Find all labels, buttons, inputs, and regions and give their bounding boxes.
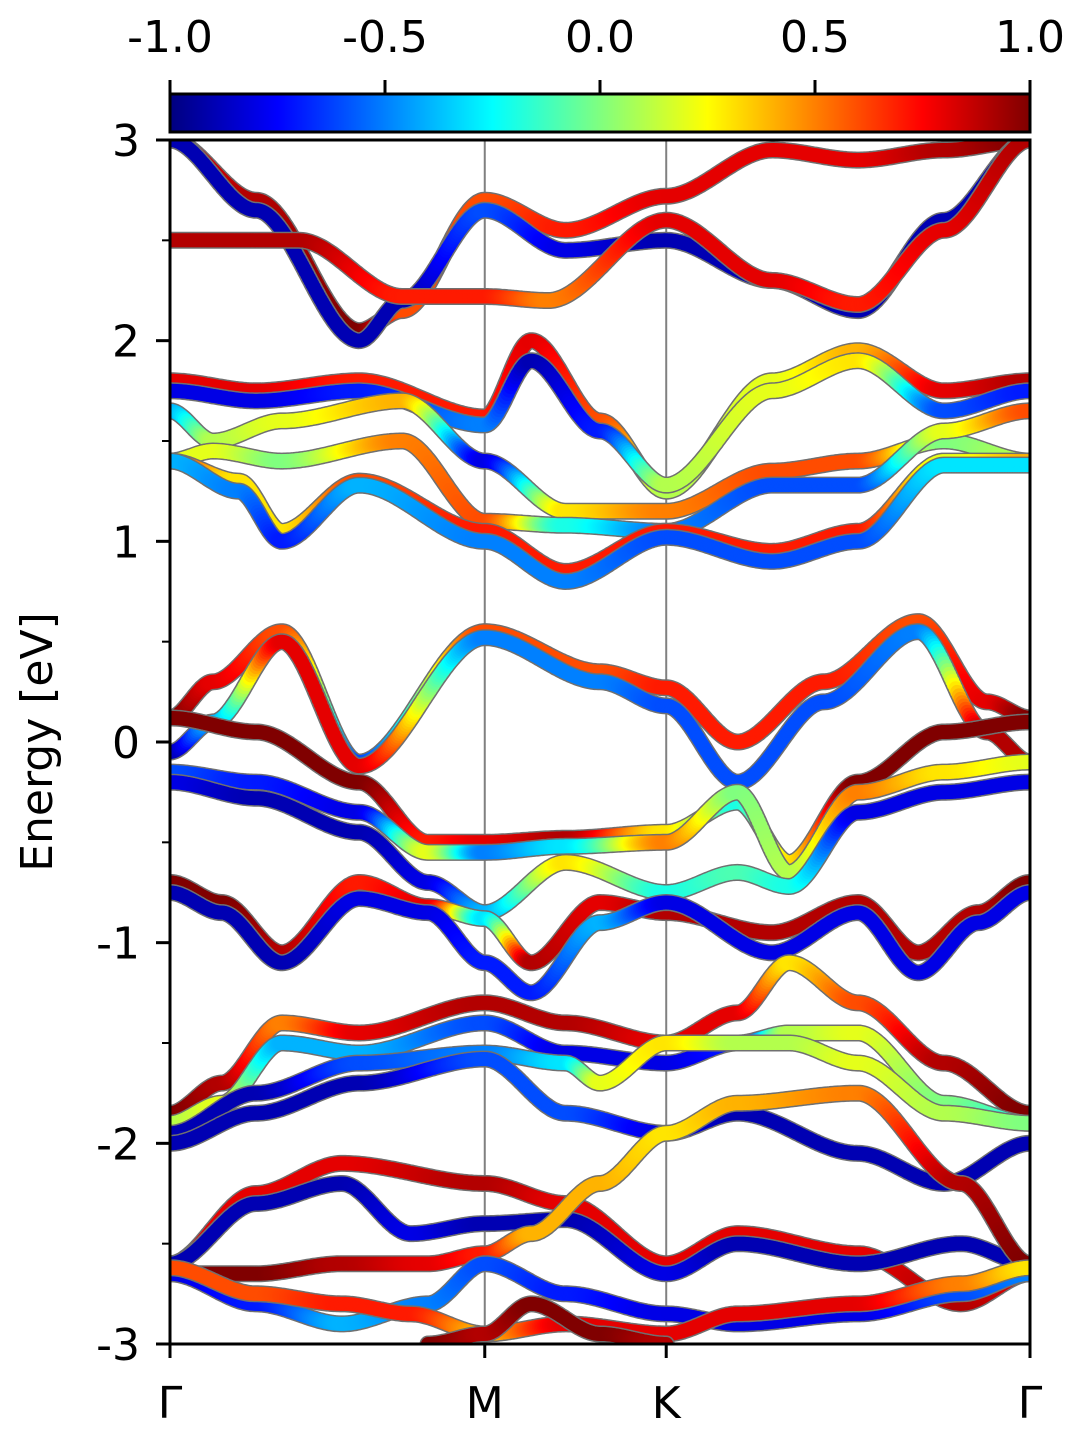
colorbar-ticks: -1.0 -0.5 0.0 0.5 1.0: [127, 12, 1065, 94]
colorbar-tick-label: 0.5: [780, 12, 850, 63]
colorbar-tick-label: 0.0: [565, 12, 635, 63]
colorbar-tick-label: -1.0: [127, 12, 213, 63]
colorbar-tick-label: 1.0: [995, 12, 1065, 63]
colorbar-tick-label: -0.5: [342, 12, 428, 63]
kpath-lines: [483, 140, 668, 1344]
colorbar: -1.0 -0.5 0.0 0.5 1.0: [127, 12, 1065, 134]
bands: [170, 140, 1030, 1344]
colorbar-gradient: [168, 92, 1032, 134]
